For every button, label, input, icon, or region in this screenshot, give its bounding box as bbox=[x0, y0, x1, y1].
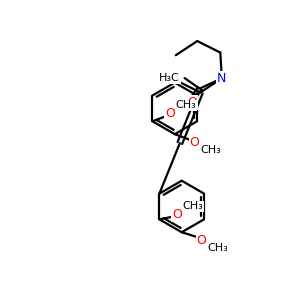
Text: O: O bbox=[196, 234, 206, 247]
Text: CH₃: CH₃ bbox=[183, 202, 203, 212]
Text: O: O bbox=[172, 208, 182, 221]
Text: O: O bbox=[165, 107, 175, 120]
Text: N: N bbox=[217, 72, 226, 85]
Text: CH₃: CH₃ bbox=[176, 100, 196, 110]
Text: O: O bbox=[190, 136, 200, 148]
Text: H₃C: H₃C bbox=[159, 73, 180, 83]
Text: CH₃: CH₃ bbox=[200, 145, 221, 155]
Text: O: O bbox=[187, 96, 197, 109]
Text: CH₃: CH₃ bbox=[207, 243, 228, 253]
